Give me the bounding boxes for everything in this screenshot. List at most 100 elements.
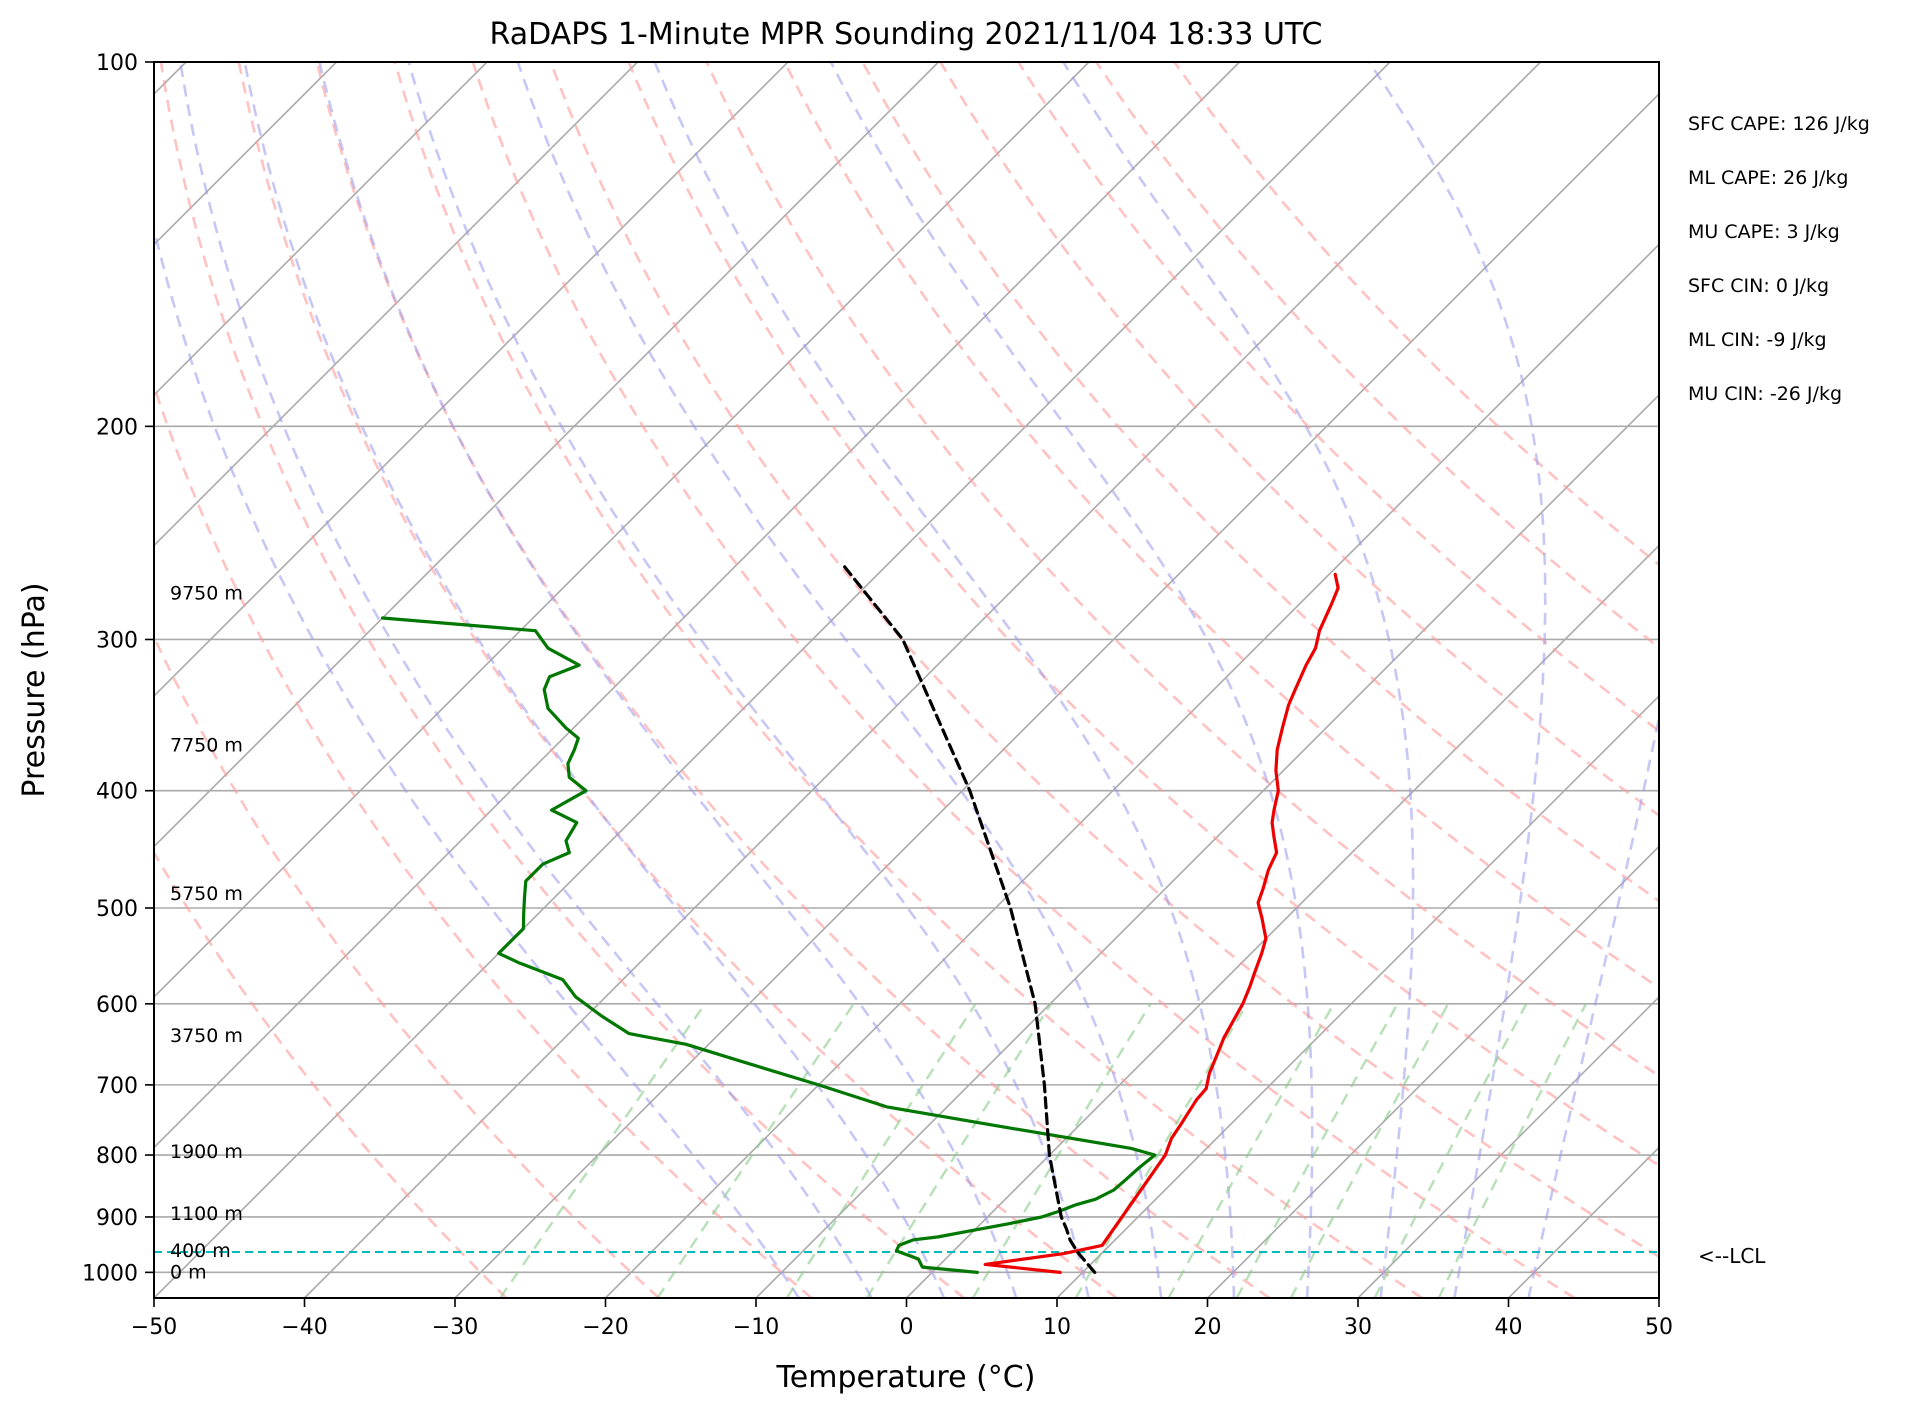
moist-adiabat-line (1062, 62, 1415, 1298)
moist-adiabat-line (154, 223, 801, 1298)
height-label: 1100 m (170, 1203, 243, 1225)
isotherm-line (303, 62, 1542, 1298)
x-axis-label: Temperature (°C) (776, 1360, 1036, 1395)
y-tick-label: 500 (96, 897, 138, 922)
mixing-ratio-line (785, 1003, 977, 1298)
x-axis: −50 −40 −30 −20 −10 0 10 20 30 40 50 (131, 1298, 1673, 1340)
mixing-ratio-line (971, 1003, 1152, 1298)
mixing-ratio-line (1235, 1003, 1399, 1298)
height-label: 1900 m (170, 1141, 243, 1163)
x-tick-label: −50 (131, 1315, 177, 1340)
y-tick-label: 400 (96, 780, 138, 805)
y-tick-label: 200 (96, 415, 138, 440)
moist-adiabat-line (1527, 711, 1659, 1298)
dry-adiabat-line (154, 850, 508, 1298)
isotherm-line (154, 62, 488, 397)
isotherm-line (154, 62, 1241, 1149)
mixing-ratio-line (1167, 1003, 1335, 1298)
isotherm-line (454, 92, 1659, 1298)
cape-cin-annotation: SFC CIN: 0 J/kg (1688, 275, 1829, 297)
mixing-ratio-line (1373, 1003, 1528, 1298)
x-tick-label: −40 (281, 1315, 327, 1340)
dry-adiabat-line (705, 62, 1659, 1078)
x-tick-label: −30 (432, 1315, 478, 1340)
x-tick-label: 20 (1194, 1315, 1222, 1340)
isotherm-line (1507, 1146, 1659, 1298)
isotherm-line (1056, 694, 1659, 1298)
moist-adiabat-line (1368, 62, 1547, 1298)
cape-cin-annotation: MU CAPE: 3 J/kg (1688, 221, 1840, 243)
height-labels: 9750 m 7750 m 5750 m 3750 m 1900 m 1100 m 400 … (170, 583, 243, 1284)
isotherm-line (154, 62, 1090, 999)
y-tick-label: 1000 (82, 1261, 138, 1286)
height-label: 7750 m (170, 734, 243, 756)
height-label: 5750 m (170, 883, 243, 905)
dry-adiabat-line (154, 634, 660, 1298)
cape-cin-annotation: SFC CAPE: 126 J/kg (1688, 113, 1870, 135)
isotherm-line (604, 243, 1659, 1298)
y-tick-label: 300 (96, 628, 138, 653)
lcl-label: <--LCL (1698, 1244, 1766, 1268)
dry-adiabat-line (939, 62, 1659, 818)
height-label: 400 m (170, 1240, 231, 1262)
temperature-trace (983, 572, 1340, 1274)
x-tick-label: 50 (1645, 1315, 1673, 1340)
dry-adiabat-line (783, 62, 1659, 990)
mixing-ratio-line (1074, 1003, 1248, 1298)
y-axis-label: Pressure (hPa) (17, 582, 52, 797)
dewpoint-trace (380, 616, 1157, 1274)
dry-adiabat-line (237, 62, 1118, 1298)
dry-adiabat-line (861, 62, 1659, 903)
y-tick-label: 100 (96, 51, 138, 76)
x-tick-label: 40 (1495, 1315, 1523, 1340)
plot-frame (153, 61, 1660, 1299)
y-tick-label: 800 (96, 1144, 138, 1169)
moist-adiabat-line (243, 62, 946, 1298)
height-label: 3750 m (170, 1025, 243, 1047)
mixing-ratio-line (656, 1003, 855, 1298)
moist-adiabat-line (407, 62, 1090, 1298)
isotherm-line (1658, 1296, 1659, 1298)
isotherm-line (154, 62, 1391, 1298)
dry-adiabat-line (393, 62, 1423, 1298)
moist-adiabat-line (318, 62, 1018, 1298)
y-axis: 100 200 300 400 500 600 700 800 900 1000 (82, 51, 154, 1286)
dry-adiabat-line (627, 62, 1659, 1167)
dry-adiabat-line (549, 62, 1659, 1259)
cape-cin-annotation: ML CAPE: 26 J/kg (1688, 167, 1848, 189)
parcel-trace (841, 562, 1097, 1274)
x-tick-label: 10 (1043, 1315, 1071, 1340)
moist-adiabat-line (179, 62, 873, 1298)
y-tick-label: 600 (96, 993, 138, 1018)
cape-cin-annotation: ML CIN: -9 J/kg (1688, 329, 1827, 351)
dry-adiabat-line (1095, 62, 1659, 650)
dry-adiabat-line (159, 62, 966, 1298)
moist-adiabat-line (829, 62, 1314, 1298)
isotherm-line (905, 544, 1659, 1298)
isotherm-line (1206, 845, 1659, 1298)
sounding-traces (380, 562, 1340, 1274)
mixing-ratio-line (1289, 1003, 1450, 1298)
background-lines (154, 62, 1659, 1298)
mixing-ratio-line (499, 1003, 707, 1298)
chart-title: RaDAPS 1-Minute MPR Sounding 2021/11/04 … (490, 17, 1323, 52)
mixing-ratio-line (865, 1003, 1053, 1298)
height-label: 9750 m (170, 583, 243, 605)
x-tick-label: 0 (900, 1315, 914, 1340)
parcel-annotations: SFC CAPE: 126 J/kg ML CAPE: 26 J/kg MU CAP… (1688, 113, 1870, 405)
isotherm-line (1357, 995, 1659, 1298)
isotherm-line (154, 62, 940, 848)
isotherm-line (154, 62, 639, 547)
cape-cin-annotation: MU CIN: -26 J/kg (1688, 383, 1842, 405)
dry-adiabat-line (1017, 62, 1659, 733)
x-tick-label: −20 (582, 1315, 628, 1340)
dry-adiabat-line (154, 382, 813, 1298)
isotherm-line (154, 62, 789, 698)
y-tick-label: 700 (96, 1074, 138, 1099)
mixing-ratio-line (1437, 1003, 1587, 1298)
moist-adiabat-line (516, 62, 1163, 1298)
height-label: 0 m (170, 1261, 207, 1283)
x-tick-label: 30 (1344, 1315, 1372, 1340)
x-tick-label: −10 (733, 1315, 779, 1340)
